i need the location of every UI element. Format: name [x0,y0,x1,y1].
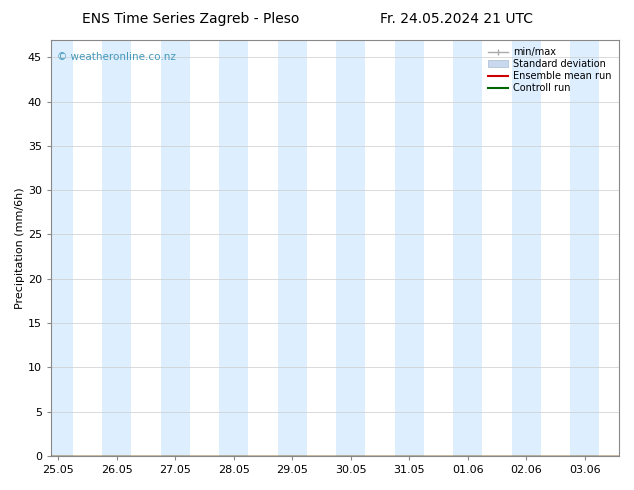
Bar [219,40,249,456]
Bar [102,40,131,456]
Bar [395,40,424,456]
Y-axis label: Precipitation (mm/6h): Precipitation (mm/6h) [15,187,25,309]
Bar [336,40,365,456]
Legend: min/max, Standard deviation, Ensemble mean run, Controll run: min/max, Standard deviation, Ensemble me… [486,45,614,96]
Bar [453,40,482,456]
Text: Fr. 24.05.2024 21 UTC: Fr. 24.05.2024 21 UTC [380,12,533,26]
Bar [570,40,600,456]
Bar [51,40,73,456]
Text: ENS Time Series Zagreb - Pleso: ENS Time Series Zagreb - Pleso [82,12,299,26]
Bar [160,40,190,456]
Text: © weatheronline.co.nz: © weatheronline.co.nz [56,52,176,62]
Bar [278,40,307,456]
Bar [512,40,541,456]
